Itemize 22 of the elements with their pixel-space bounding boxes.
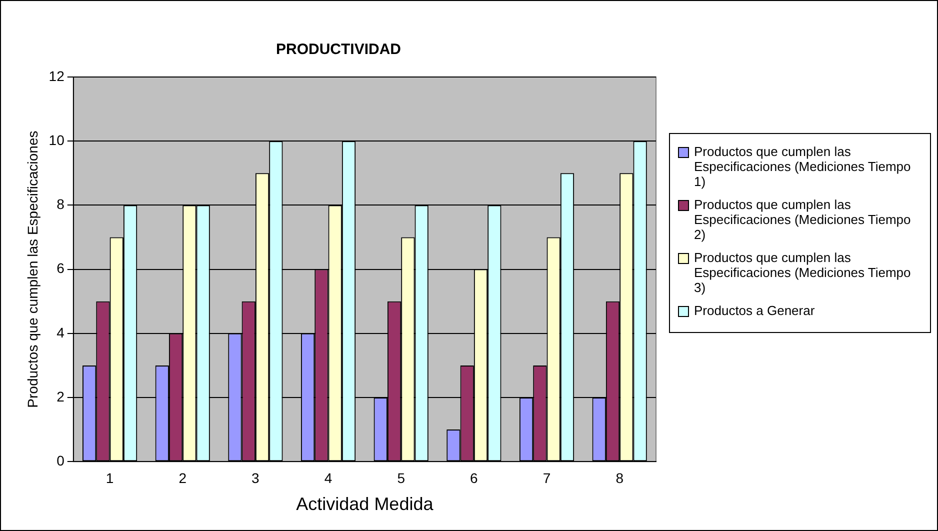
x-tick-label: 1 bbox=[106, 470, 114, 486]
y-tick-label: 4 bbox=[56, 324, 65, 340]
x-tick-label: 4 bbox=[324, 470, 332, 486]
x-tick-label: 6 bbox=[470, 470, 478, 486]
x-tick-label: 5 bbox=[397, 470, 406, 486]
y-tick-label: 8 bbox=[56, 196, 65, 212]
x-axis-title: Actividad Medida bbox=[296, 494, 434, 514]
legend-label: Productos a Generar bbox=[694, 303, 815, 318]
legend-label: Productos que cumplen las Especificaciones (Mediciones Tiempo 2) bbox=[694, 197, 912, 242]
y-tick-label: 2 bbox=[56, 388, 65, 404]
legend-label: Productos que cumplen las Especificaciones (Mediciones Tiempo 3) bbox=[694, 250, 912, 295]
legend-label: Productos que cumplen las Especificaciones (Mediciones Tiempo 1) bbox=[694, 144, 912, 189]
y-tick-label: 12 bbox=[48, 68, 65, 84]
x-tick-label: 8 bbox=[616, 470, 624, 486]
x-tick-label: 7 bbox=[542, 470, 551, 486]
chart-title: PRODUCTIVIDAD bbox=[276, 41, 402, 58]
y-tick-label: 0 bbox=[56, 452, 65, 468]
y-tick-label: 10 bbox=[48, 132, 65, 148]
y-axis-title: Productos que cumplen las Especificaciones bbox=[24, 130, 40, 408]
x-tick-label: 2 bbox=[178, 470, 187, 486]
y-tick-label: 6 bbox=[56, 260, 65, 276]
x-tick-label: 3 bbox=[252, 470, 260, 486]
